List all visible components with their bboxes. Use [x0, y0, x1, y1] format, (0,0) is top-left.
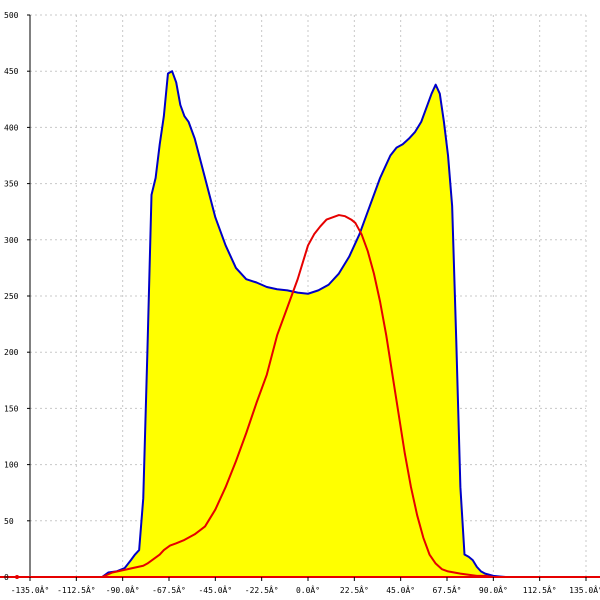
- y-tick-label: 150: [4, 404, 19, 413]
- x-tick-label: -135.0Â°: [11, 584, 50, 595]
- y-tick-label: 100: [4, 461, 19, 470]
- y-tick-label: 200: [4, 348, 19, 357]
- series-0-area: [102, 71, 525, 577]
- series-0-line: [101, 70, 525, 578]
- x-tick-label: 45.0Â°: [386, 584, 415, 595]
- series-layer: [101, 70, 525, 578]
- x-tick-label: 90.0Â°: [479, 584, 508, 595]
- x-tick-label: 0.0Â°: [296, 584, 320, 595]
- series-1-line: [101, 214, 525, 578]
- x-tick-label: 67.5Â°: [433, 584, 462, 595]
- origin-marker: [15, 575, 19, 579]
- y-tick-label: 400: [4, 123, 19, 132]
- x-tick-label: -22.5Â°: [245, 584, 279, 595]
- x-tick-label: 112.5Â°: [523, 584, 557, 595]
- x-tick-label: -112.5Â°: [57, 584, 96, 595]
- y-tick-label: 450: [4, 67, 19, 76]
- x-tick-label: 22.5Â°: [340, 584, 369, 595]
- x-tick-label: -67.5Â°: [152, 584, 186, 595]
- y-tick-label: 500: [4, 11, 19, 20]
- y-tick-label: 50: [4, 517, 14, 526]
- x-tick-label: -90.0Â°: [106, 584, 140, 595]
- x-tick-label: -45.0Â°: [198, 584, 232, 595]
- y-tick-label: 250: [4, 292, 19, 301]
- y-tick-label: 300: [4, 236, 19, 245]
- y-tick-label: 0: [4, 573, 9, 582]
- axes: [0, 14, 600, 581]
- x-tick-label: 135.0Â°: [569, 584, 600, 595]
- tick-labels: 0 50 100 150 200 250 300 350 400 450 500 -135.0Â° -1…: [4, 11, 600, 595]
- y-tick-label: 350: [4, 180, 19, 189]
